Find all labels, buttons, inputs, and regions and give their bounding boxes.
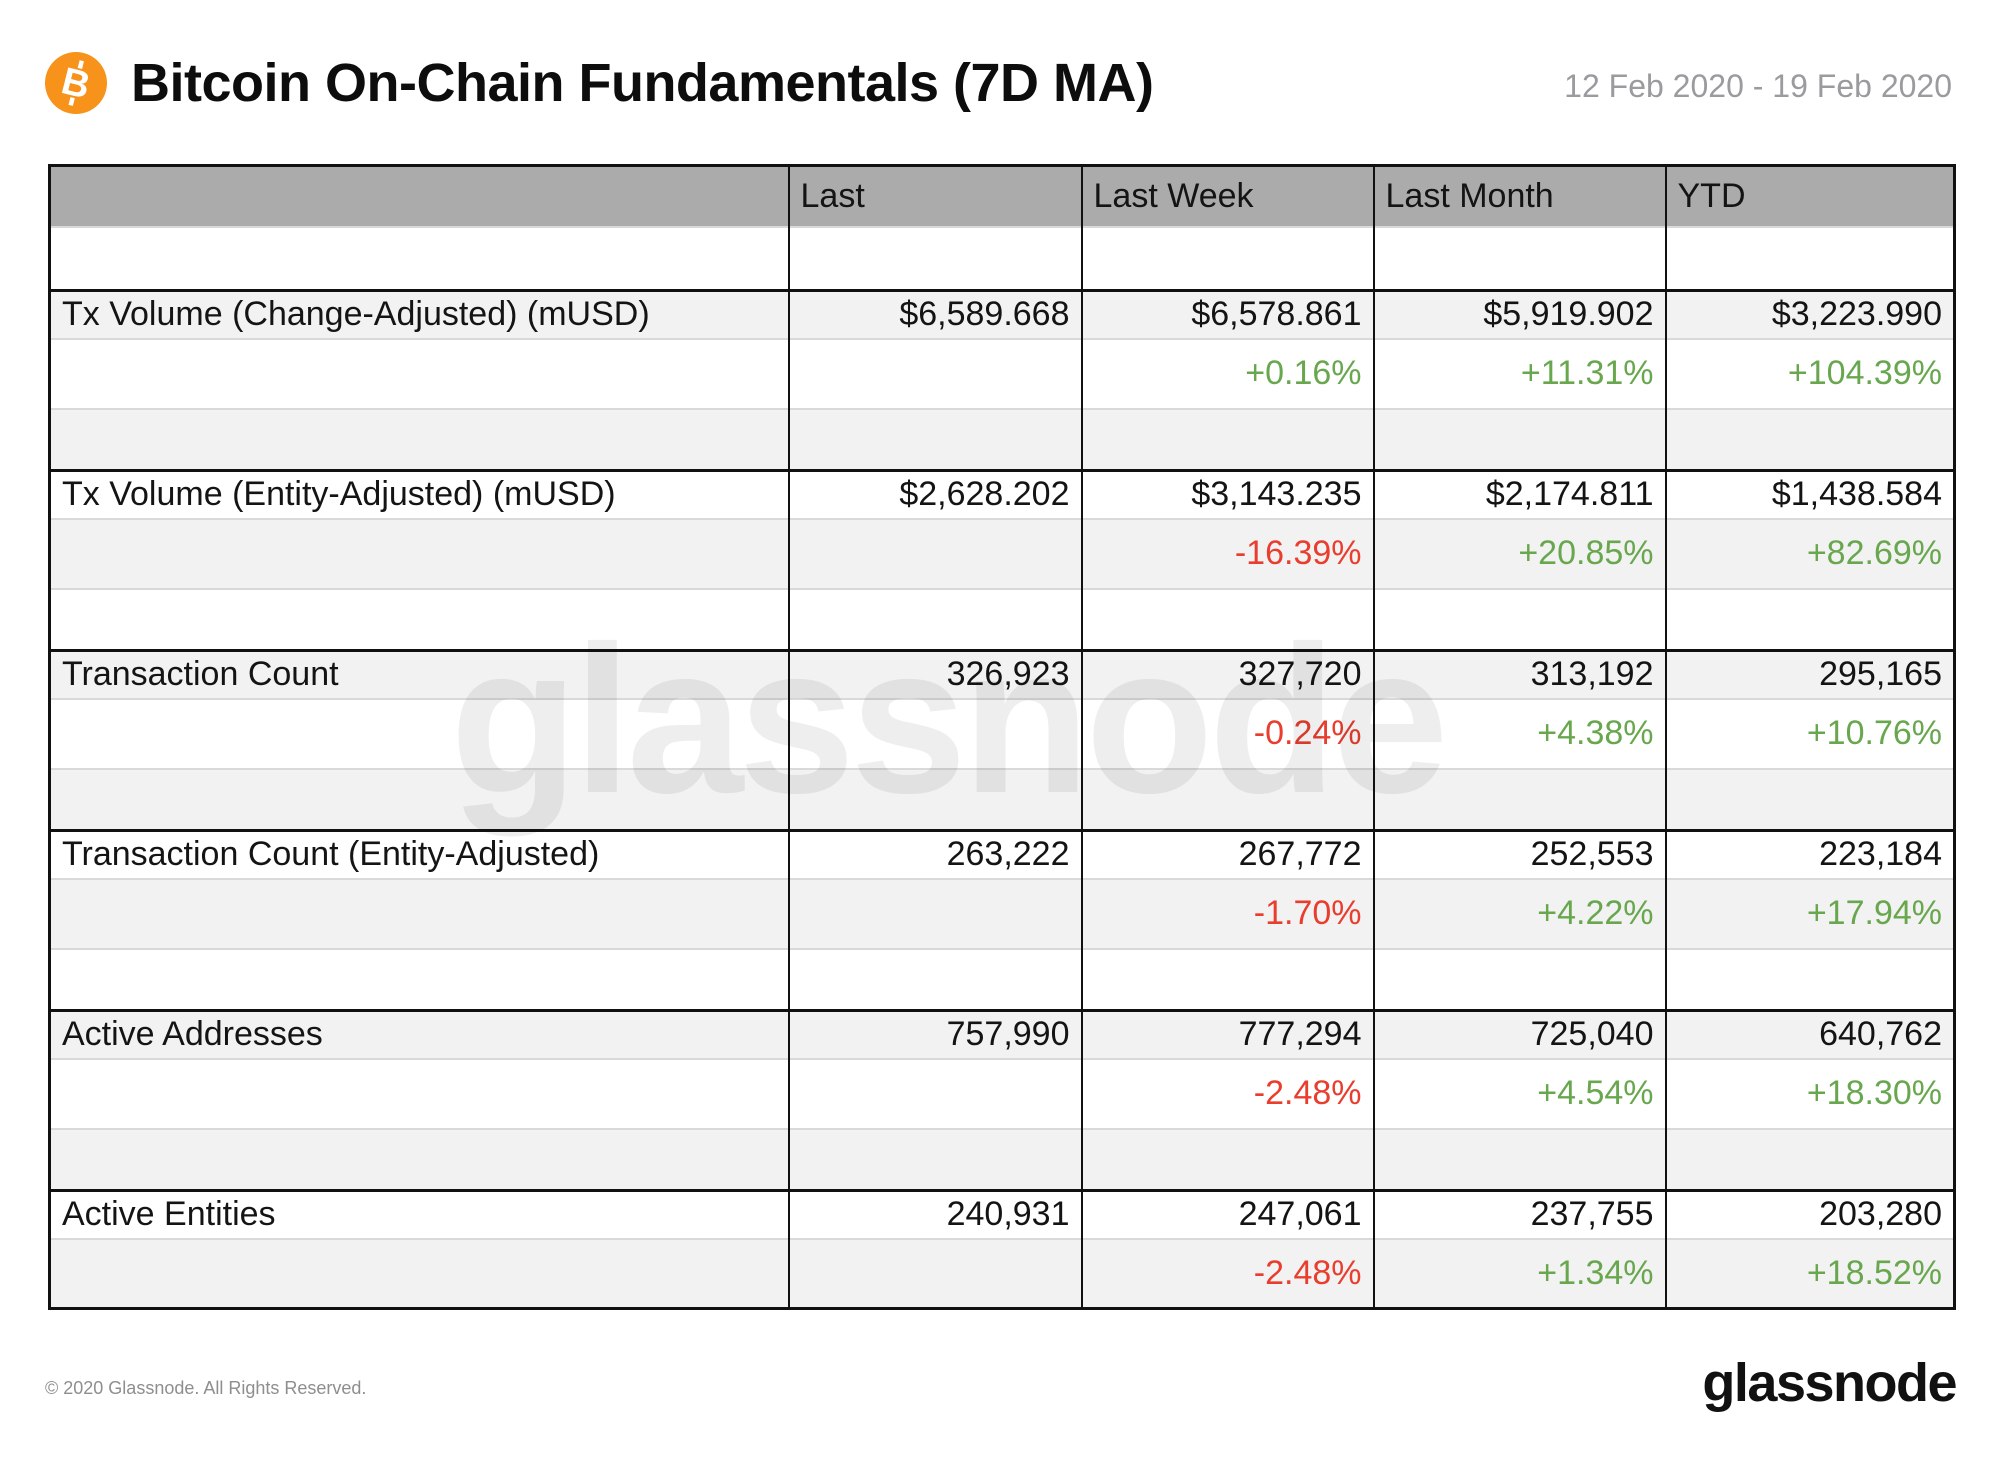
change-row: -2.48% +4.54% +18.30% [49,1057,1955,1129]
value-cell: 777,294 [1080,1009,1374,1059]
change-row: +0.16% +11.31% +104.39% [49,337,1955,409]
value-cell: 725,040 [1372,1009,1666,1059]
header-spacer-row [49,225,1955,291]
change-cell: -1.70% [1080,877,1374,949]
bitcoin-icon: B [45,52,107,114]
spacer-row [49,1127,1955,1191]
column-header-metric [50,166,789,227]
value-cell: 327,720 [1080,649,1374,699]
value-cell: 247,061 [1080,1189,1374,1239]
change-cell: +17.94% [1664,877,1955,949]
value-cell: 757,990 [787,1009,1082,1059]
report-header: B Bitcoin On-Chain Fundamentals (7D MA) [45,52,1154,114]
change-cell: -2.48% [1080,1237,1374,1309]
value-cell: $3,143.235 [1080,469,1374,519]
fundamentals-table: Last Last Week Last Month YTD Tx Volume … [48,164,1956,1310]
change-cell: -16.39% [1080,517,1374,589]
change-cell: +10.76% [1664,697,1955,769]
spacer-row [49,767,1955,831]
value-cell: $1,438.584 [1664,469,1955,519]
page-title: Bitcoin On-Chain Fundamentals (7D MA) [131,53,1154,113]
value-cell: $5,919.902 [1372,289,1666,339]
change-cell: +4.22% [1372,877,1666,949]
change-cell: +1.34% [1372,1237,1666,1309]
change-row: -16.39% +20.85% +82.69% [49,517,1955,589]
metric-label: Tx Volume (Change-Adjusted) (mUSD) [49,289,789,339]
change-cell: +4.54% [1372,1057,1666,1129]
value-cell: 295,165 [1664,649,1955,699]
value-cell: $6,589.668 [787,289,1082,339]
change-cell: +18.30% [1664,1057,1955,1129]
column-header-last-month: Last Month [1372,165,1666,227]
value-cell: 267,772 [1080,829,1374,879]
value-cell: 326,923 [787,649,1082,699]
metric-row: Tx Volume (Entity-Adjusted) (mUSD) $2,62… [49,469,1955,519]
metric-label: Active Entities [49,1189,789,1239]
change-cell: -0.24% [1080,697,1374,769]
change-cell: -2.48% [1080,1057,1374,1129]
value-cell: 240,931 [787,1189,1082,1239]
value-cell: $3,223.990 [1664,289,1955,339]
value-cell: 640,762 [1664,1009,1955,1059]
change-cell: +0.16% [1080,337,1374,409]
spacer-row [49,587,1955,651]
metric-label: Tx Volume (Entity-Adjusted) (mUSD) [49,469,789,519]
value-cell: 203,280 [1664,1189,1955,1239]
column-header-last-week: Last Week [1080,165,1374,227]
change-row: -2.48% +1.34% +18.52% [49,1237,1955,1309]
change-cell: +104.39% [1664,337,1955,409]
metric-row: Active Addresses 757,990 777,294 725,040… [49,1009,1955,1059]
change-cell: +11.31% [1372,337,1666,409]
value-cell: $2,628.202 [787,469,1082,519]
column-header-ytd: YTD [1664,165,1955,227]
change-row: -1.70% +4.22% +17.94% [49,877,1955,949]
value-cell: 252,553 [1372,829,1666,879]
change-cell: +4.38% [1372,697,1666,769]
value-cell: 223,184 [1664,829,1955,879]
change-cell: +18.52% [1664,1237,1955,1309]
column-header-row: Last Last Week Last Month YTD [49,165,1955,227]
spacer-row [49,407,1955,471]
column-header-last: Last [787,165,1082,227]
metric-row: Tx Volume (Change-Adjusted) (mUSD) $6,58… [49,289,1955,339]
change-row: -0.24% +4.38% +10.76% [49,697,1955,769]
value-cell: $2,174.811 [1372,469,1666,519]
glassnode-logo: glassnode [1702,1353,1957,1413]
value-cell: 237,755 [1372,1189,1666,1239]
metric-label: Transaction Count [49,649,789,699]
metric-label: Transaction Count (Entity-Adjusted) [49,829,789,879]
value-cell: $6,578.861 [1080,289,1374,339]
metric-label: Active Addresses [49,1009,789,1059]
spacer-row [49,947,1955,1011]
value-cell: 313,192 [1372,649,1666,699]
value-cell: 263,222 [787,829,1082,879]
copyright-text: © 2020 Glassnode. All Rights Reserved. [45,1378,367,1398]
change-cell: +82.69% [1664,517,1955,589]
metric-row: Transaction Count (Entity-Adjusted) 263,… [49,829,1955,879]
metric-row: Active Entities 240,931 247,061 237,755 … [49,1189,1955,1239]
change-cell: +20.85% [1372,517,1666,589]
date-range: 12 Feb 2020 - 19 Feb 2020 [1564,68,1952,104]
metric-row: Transaction Count 326,923 327,720 313,19… [49,649,1955,699]
